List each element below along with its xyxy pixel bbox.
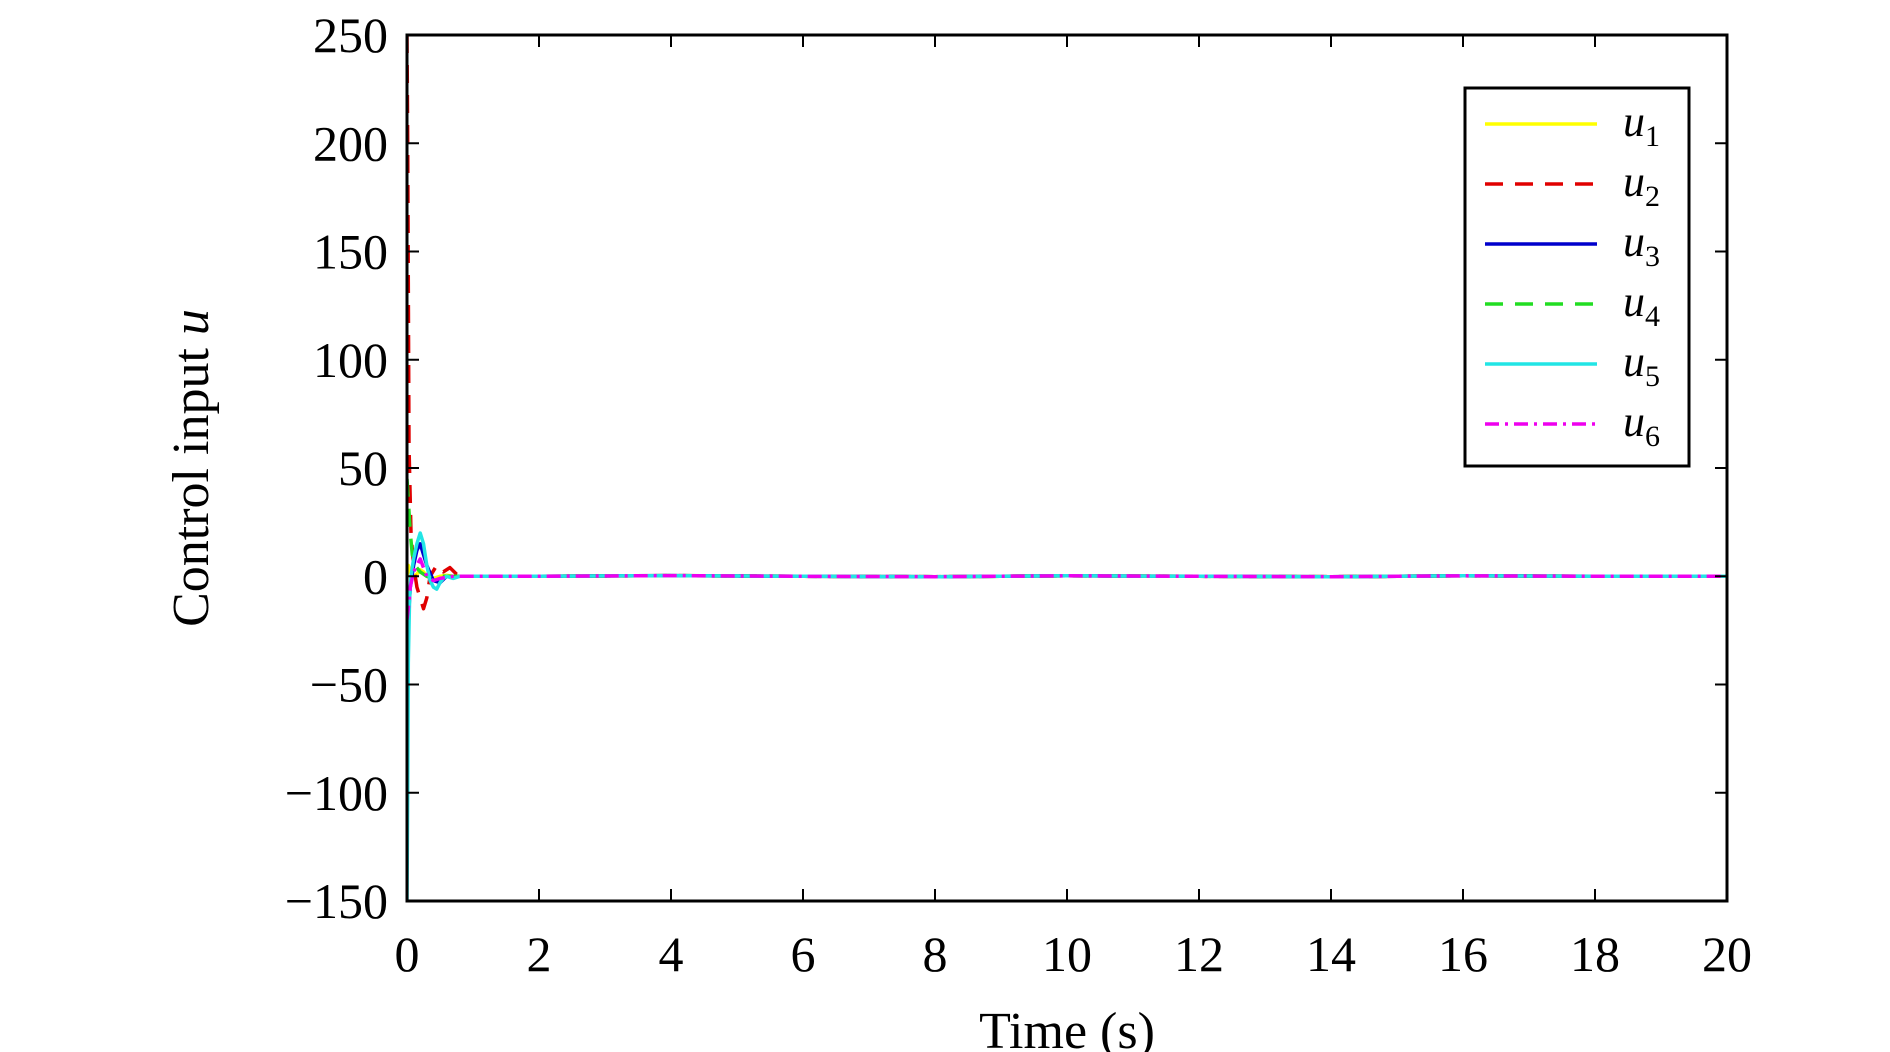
y-tick-label: 50 — [338, 440, 388, 496]
y-tick-label: −50 — [310, 657, 388, 713]
series-layer — [407, 35, 1727, 901]
y-axis-label-variable: u — [163, 309, 220, 335]
ticks-layer: 0 2 4 6 8 10 12 14 16 18 20 −150 −100 −50 0 50 100 150 200… — [285, 7, 1752, 982]
legend-label-u6: u6 — [1623, 397, 1660, 453]
x-tick-label: 2 — [527, 926, 552, 982]
series-line-u4 — [407, 478, 1727, 581]
legend-label-u2: u2 — [1623, 157, 1660, 213]
legend-label-u5: u5 — [1623, 337, 1660, 393]
x-tick-label: 6 — [791, 926, 816, 982]
x-tick-label: 16 — [1438, 926, 1488, 982]
y-tick-label: 150 — [313, 224, 388, 280]
series-line-u5 — [407, 531, 1727, 901]
series-line-u2 — [407, 35, 1727, 611]
legend-label-u4: u4 — [1623, 277, 1660, 333]
series-line-u3 — [407, 542, 1727, 642]
x-tick-label: 14 — [1306, 926, 1356, 982]
y-tick-label: −100 — [285, 765, 388, 821]
x-tick-label: 10 — [1042, 926, 1092, 982]
x-axis-label: Time (s) — [979, 1003, 1155, 1052]
y-tick-label: 0 — [363, 548, 388, 604]
legend-box — [1463, 86, 1691, 468]
y-axis-label-text: Control input — [163, 335, 220, 627]
series-line-u6 — [407, 557, 1727, 620]
y-tick-label: 200 — [313, 115, 388, 171]
y-tick-label: 250 — [313, 7, 388, 63]
x-tick-label: 4 — [659, 926, 684, 982]
y-tick-label: −150 — [285, 873, 388, 929]
x-tick-label: 12 — [1174, 926, 1224, 982]
legend-label-u1: u1 — [1623, 97, 1660, 153]
legend-label-u3: u3 — [1623, 217, 1660, 273]
x-tick-label: 20 — [1702, 926, 1752, 982]
x-tick-label: 8 — [923, 926, 948, 982]
x-tick-label: 18 — [1570, 926, 1620, 982]
y-axis-label: Control input u — [163, 309, 220, 627]
y-tick-label: 100 — [313, 332, 388, 388]
x-tick-label: 0 — [395, 926, 420, 982]
